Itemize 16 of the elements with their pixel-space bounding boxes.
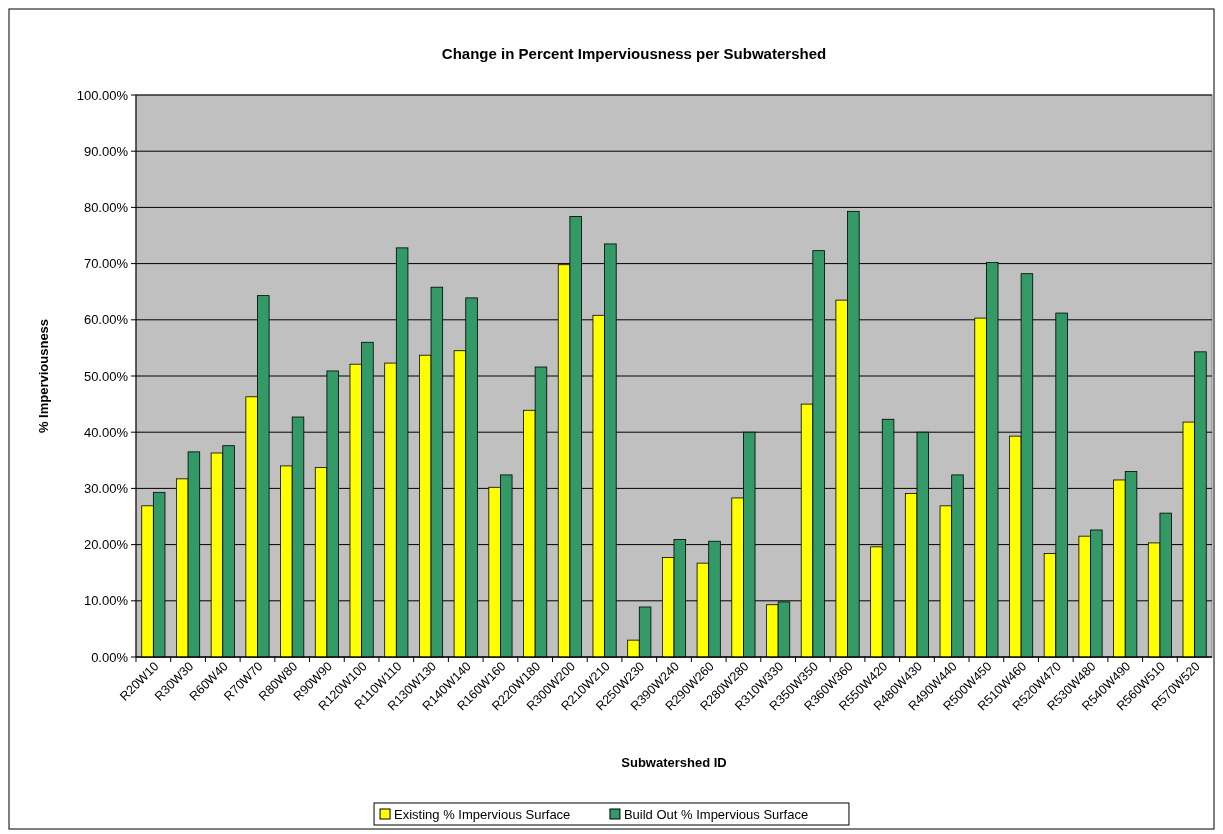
y-tick-label: 0.00%	[91, 649, 129, 665]
legend-label: Build Out % Impervious Surface	[623, 806, 809, 822]
y-axis-title: % Imperviousness	[36, 318, 51, 434]
y-tick-label: 60.00%	[83, 312, 129, 328]
chart-title: Change in Percent Imperviousness per Subwatershed	[441, 45, 827, 62]
y-tick-label: 70.00%	[83, 256, 129, 272]
y-tick-label: 50.00%	[83, 368, 129, 384]
y-tick-label: 90.00%	[83, 143, 129, 159]
y-tick-label: 10.00%	[83, 593, 129, 609]
y-tick-label: 100.00%	[76, 87, 129, 103]
x-axis-title: Subwatershed ID	[621, 755, 727, 770]
y-tick-label: 20.00%	[83, 537, 129, 553]
legend-label: Existing % Impervious Surface	[394, 806, 571, 822]
y-tick-label: 40.00%	[83, 424, 129, 440]
y-tick-label: 30.00%	[83, 480, 129, 496]
y-tick-label: 80.00%	[83, 199, 129, 215]
